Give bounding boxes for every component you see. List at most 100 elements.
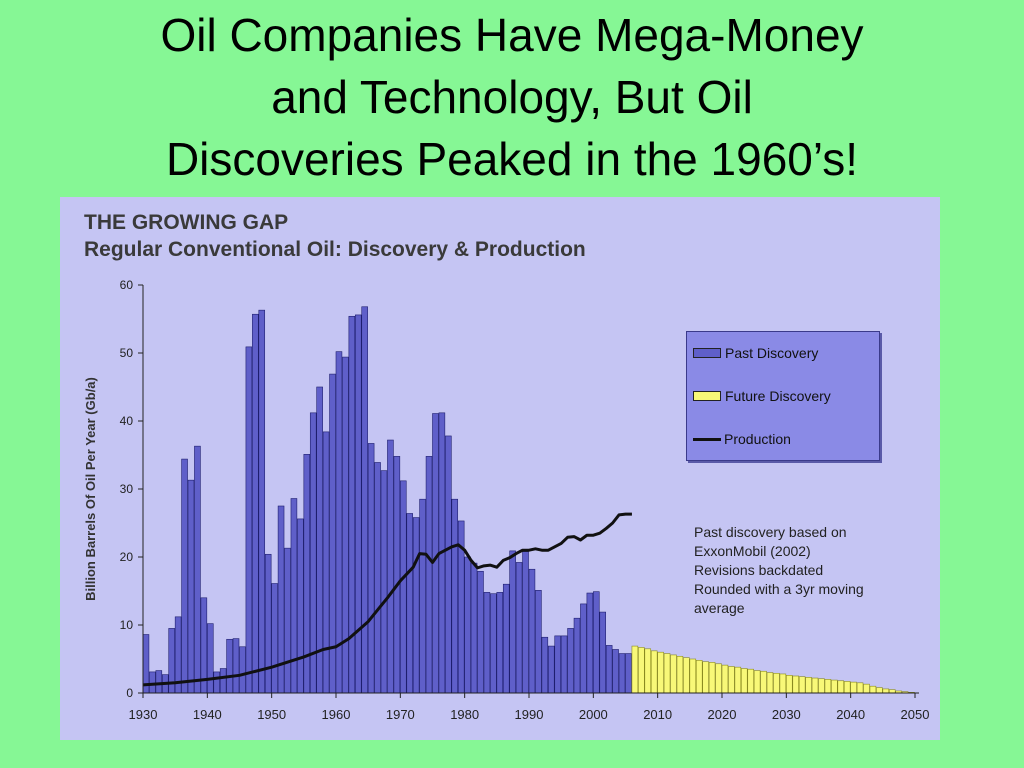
annotation-line: Past discovery based on [694,524,847,540]
bar-future-discovery [831,679,838,694]
bar-future-discovery [837,680,845,694]
bar-future-discovery [708,662,716,694]
bar-future-discovery [773,672,780,694]
bar-future-discovery [721,664,729,694]
y-tick-label: 20 [120,550,134,564]
x-tick-label: 1950 [257,707,286,722]
bar-future-discovery [856,682,864,694]
bar-future-discovery [683,657,690,694]
bar-future-discovery [663,653,671,694]
y-axis-label: Billion Barrels Of Oil Per Year (Gb/a) [83,377,98,601]
legend-item-production: Production [693,430,791,448]
chart-annotation: Past discovery based on ExxonMobil (2002… [694,523,864,618]
bar-past-discovery [380,470,388,694]
bar-past-discovery [425,456,433,694]
x-tick-label: 2010 [643,707,672,722]
bar-past-discovery [297,518,304,694]
bar-past-discovery [554,635,561,694]
bar-past-discovery [451,498,459,694]
bar-past-discovery [490,593,497,694]
bar-future-discovery [728,666,735,694]
bar-past-discovery [593,591,600,694]
bar-past-discovery [258,309,266,694]
chart-heading: THE GROWING GAP Regular Conventional Oil… [84,209,586,263]
bar-future-discovery [766,672,774,694]
legend-label: Production [724,431,791,447]
bar-future-discovery [760,670,767,694]
bar-past-discovery [213,671,220,694]
bar-future-discovery [753,670,761,694]
bar-past-discovery [187,479,195,694]
bar-past-discovery [483,592,491,694]
legend-swatch-production [693,437,721,441]
slide-title: Oil Companies Have Mega-Money and Techno… [0,0,1024,190]
bar-future-discovery [811,677,819,694]
bar-past-discovery [194,445,201,694]
slide-title-line: Discoveries Peaked in the 1960’s! [165,133,859,185]
legend-item-past-discovery: Past Discovery [693,344,818,362]
chart-legend: Past Discovery Future Discovery Producti… [686,331,880,461]
x-tick-label: 1990 [515,707,544,722]
bar-future-discovery [792,675,799,694]
y-tick-label: 30 [120,482,134,496]
bar-future-discovery [786,675,793,694]
y-tick-label: 0 [126,686,133,700]
bar-future-discovery [650,650,658,694]
bar-future-discovery [631,645,639,694]
y-tick-label: 60 [120,278,134,292]
bar-past-discovery [149,671,156,694]
bar-past-discovery [464,556,471,694]
bar-past-discovery [367,443,375,694]
x-tick-label: 2030 [772,707,801,722]
bar-past-discovery [541,636,549,694]
bar-past-discovery [477,570,484,694]
bar-future-discovery [695,660,703,694]
bar-future-discovery [882,688,890,694]
bar-future-discovery [863,683,870,694]
bar-future-discovery [779,673,787,694]
bar-future-discovery [805,677,812,694]
bar-past-discovery [515,562,523,694]
slide-title-line: Oil Companies Have Mega-Money [160,9,864,61]
bar-past-discovery [264,553,272,694]
chart-title: THE GROWING GAP [84,211,289,234]
bar-past-discovery [419,498,426,694]
chart-subtitle: Regular Conventional Oil: Discovery & Pr… [84,238,586,261]
bar-past-discovery [528,568,536,694]
annotation-line: ExxonMobil (2002) [694,543,811,559]
bar-future-discovery [638,647,645,694]
bar-past-discovery [400,480,407,694]
y-tick-label: 10 [120,618,134,632]
bar-future-discovery [689,658,697,694]
bar-past-discovery [252,313,259,694]
legend-label: Past Discovery [725,345,819,361]
legend-swatch-future-discovery [693,391,721,401]
bar-past-discovery [502,583,510,694]
bar-past-discovery [354,314,362,694]
bar-past-discovery [560,635,568,694]
bar-future-discovery [850,681,857,694]
bar-past-discovery [361,306,368,694]
bar-past-discovery [271,583,278,694]
bar-past-discovery [509,550,516,694]
bar-future-discovery [670,654,677,694]
bar-future-discovery [818,678,825,694]
bar-future-discovery [644,648,652,694]
legend-item-future-discovery: Future Discovery [693,387,831,405]
x-tick-label: 2000 [579,707,608,722]
bar-past-discovery [522,551,529,694]
bar-past-discovery [207,623,214,694]
x-tick-label: 2050 [901,707,930,722]
bar-past-discovery [618,653,626,694]
bar-past-discovery [625,653,632,694]
bar-past-discovery [470,562,478,694]
x-tick-label: 2020 [708,707,737,722]
bar-past-discovery [412,517,420,694]
bar-past-discovery [316,386,323,694]
bar-future-discovery [734,666,742,694]
bar-past-discovery [406,513,413,694]
bar-past-discovery [374,462,381,694]
bar-future-discovery [747,668,754,694]
bar-past-discovery [586,592,594,694]
